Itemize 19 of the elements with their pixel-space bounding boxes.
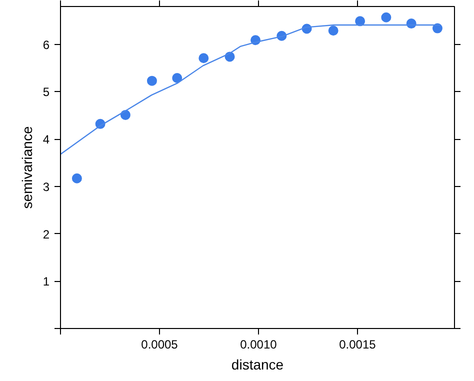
y-tick-label: 1 — [42, 274, 50, 289]
y-axis-title: semivariance — [18, 126, 35, 209]
point — [146, 76, 157, 86]
y-tick-label: 3 — [42, 180, 50, 194]
y-tick-label: 5 — [42, 85, 50, 100]
point — [198, 53, 209, 64]
point — [72, 173, 82, 184]
y-tick-label: 2 — [42, 227, 50, 242]
point — [355, 16, 366, 26]
x-axis-title: distance — [231, 356, 284, 372]
point — [381, 12, 392, 22]
y-tick-label: 4 — [42, 132, 50, 147]
x-tick-label: 0.0005 — [141, 338, 178, 352]
y-tick-label: 6 — [42, 38, 50, 52]
x-tick-label: 0.0015 — [339, 338, 376, 352]
point — [172, 73, 182, 83]
x-tick-label: 0.0010 — [240, 338, 278, 352]
point — [328, 26, 338, 36]
point — [432, 23, 442, 34]
